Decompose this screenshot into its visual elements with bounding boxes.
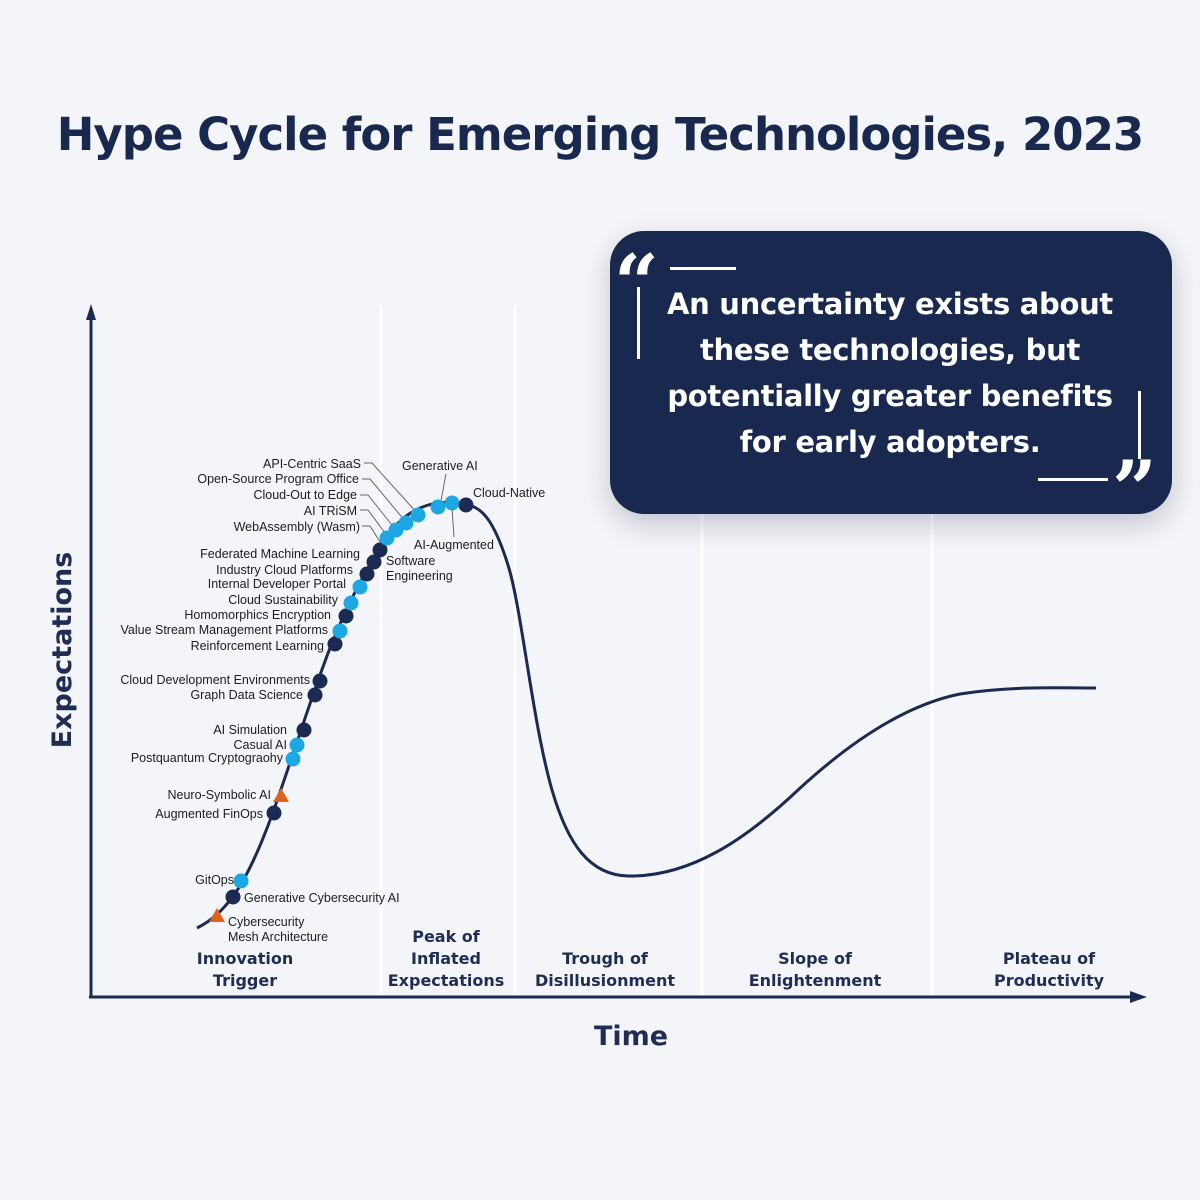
- tech-label-postquantum-cryptograohy: Postquantum Cryptograohy: [131, 751, 284, 765]
- light-dot-marker-api-centric-saas: [430, 499, 446, 515]
- tech-label-industry-cloud-platforms: Industry Cloud Platforms: [216, 563, 353, 577]
- leader-line: [360, 494, 397, 531]
- tech-label-gitops: GitOps: [195, 873, 234, 887]
- dark-dot-marker-cloud-native: [458, 497, 474, 513]
- dark-dot-marker-cloud-development-environments: [312, 673, 328, 689]
- phase-label-2: Peak of Inflated Expectations: [388, 927, 505, 990]
- tech-label-internal-developer-portal: Internal Developer Portal: [208, 577, 346, 591]
- hype-curve: [196, 501, 1097, 930]
- page-title: Hype Cycle for Emerging Technologies, 20…: [56, 108, 1144, 161]
- quote-callout: “ An uncertainty exists about these tech…: [610, 231, 1172, 529]
- open-quote-icon: “: [614, 238, 659, 329]
- tech-label-reinforcement-learning: Reinforcement Learning: [191, 639, 324, 653]
- tech-label-graph-data-science: Graph Data Science: [190, 688, 303, 702]
- tech-label-open-source-program-office: Open-Source Program Office: [197, 472, 359, 486]
- tech-label-cloud-development-environments: Cloud Development Environments: [120, 673, 310, 687]
- leader-line: [362, 478, 407, 523]
- dark-dot-marker-industry-cloud-platforms: [359, 566, 375, 582]
- dark-dot-marker-augmented-finops: [266, 805, 282, 821]
- light-dot-marker-cloud-out-to-edge: [398, 515, 414, 531]
- tech-label-generative-ai: Generative AI: [402, 459, 478, 473]
- light-dot-marker-gitops: [233, 873, 249, 889]
- light-dot-marker-casual-ai: [289, 737, 305, 753]
- y-axis-arrow: [86, 304, 96, 320]
- quote-decor-line: [1038, 478, 1108, 481]
- dark-dot-marker-graph-data-science: [307, 687, 323, 703]
- tech-label-cloud-native: Cloud-Native: [473, 486, 545, 500]
- quote-decor-bar: [1138, 391, 1141, 459]
- light-dot-marker-postquantum-cryptograohy: [285, 751, 301, 767]
- tech-label-homomorphics-encryption: Homomorphics Encryption: [184, 608, 331, 622]
- phase-label-3: Trough of Disillusionment: [535, 949, 675, 990]
- phase-label-5: Plateau of Productivity: [994, 949, 1105, 990]
- light-dot-marker-cloud-sustainability: [343, 595, 359, 611]
- tech-label-neuro-symbolic-ai: Neuro-Symbolic AI: [167, 788, 271, 802]
- tech-label-ai-trism: AI TRiSM: [304, 504, 357, 518]
- light-dot-marker-internal-developer-portal: [352, 579, 368, 595]
- dark-dot-marker-federated-machine-learning: [372, 542, 388, 558]
- tech-label-ai-simulation: AI Simulation: [213, 723, 287, 737]
- x-axis-label: Time: [594, 1021, 668, 1052]
- triangle-marker-cybersecurity-mesh-architecture: [209, 908, 225, 922]
- triangle-marker-neuro-symbolic-ai: [273, 788, 289, 802]
- tech-label-ai-augmented: AI-Augmented: [414, 538, 494, 552]
- tech-label-software-engineering: Software Engineering: [386, 554, 453, 583]
- close-quote-icon: ”: [1112, 444, 1157, 535]
- tech-label-cloud-out-to-edge: Cloud-Out to Edge: [253, 488, 357, 502]
- leader-line: [364, 462, 419, 515]
- tech-label-augmented-finops: Augmented FinOps: [155, 807, 263, 821]
- tech-label-api-centric-saas: API-Centric SaaS: [263, 457, 361, 471]
- light-dot-marker-ai-augmented: [444, 495, 460, 511]
- y-axis-label: Expectations: [47, 552, 78, 749]
- tech-label-webassembly-wasm: WebAssembly (Wasm): [234, 520, 360, 534]
- x-axis-arrow: [1130, 991, 1147, 1003]
- tech-label-casual-ai: Casual AI: [233, 738, 287, 752]
- dark-dot-marker-reinforcement-learning: [327, 636, 343, 652]
- quote-decor-bar: [637, 287, 640, 359]
- phase-label-4: Slope of Enlightenment: [749, 949, 882, 990]
- tech-label-value-stream-management-platforms: Value Stream Management Platforms: [120, 623, 328, 637]
- light-dot-marker-value-stream-management-platforms: [332, 623, 348, 639]
- tech-label-cloud-sustainability: Cloud Sustainability: [228, 593, 339, 607]
- leader-line: [362, 525, 383, 546]
- phase-label-1: Innovation Trigger: [197, 949, 293, 990]
- dark-dot-marker-generative-cybersecurity-ai: [225, 889, 241, 905]
- dark-dot-marker-homomorphics-encryption: [338, 608, 354, 624]
- quote-decor-line: [670, 267, 736, 270]
- leader-line: [360, 509, 389, 538]
- dark-dot-marker-software-engineering: [366, 554, 382, 570]
- tech-label-generative-cybersecurity-ai: Generative Cybersecurity AI: [244, 891, 400, 905]
- tech-label-federated-machine-learning: Federated Machine Learning: [200, 547, 360, 561]
- leader-line: [451, 507, 455, 538]
- tech-label-cybersecurity-mesh-architecture: Cybersecurity Mesh Architecture: [228, 915, 328, 944]
- light-dot-marker-open-source-program-office: [410, 507, 426, 523]
- dark-dot-marker-ai-simulation: [296, 722, 312, 738]
- quote-text: An uncertainty exists about these techno…: [667, 287, 1113, 459]
